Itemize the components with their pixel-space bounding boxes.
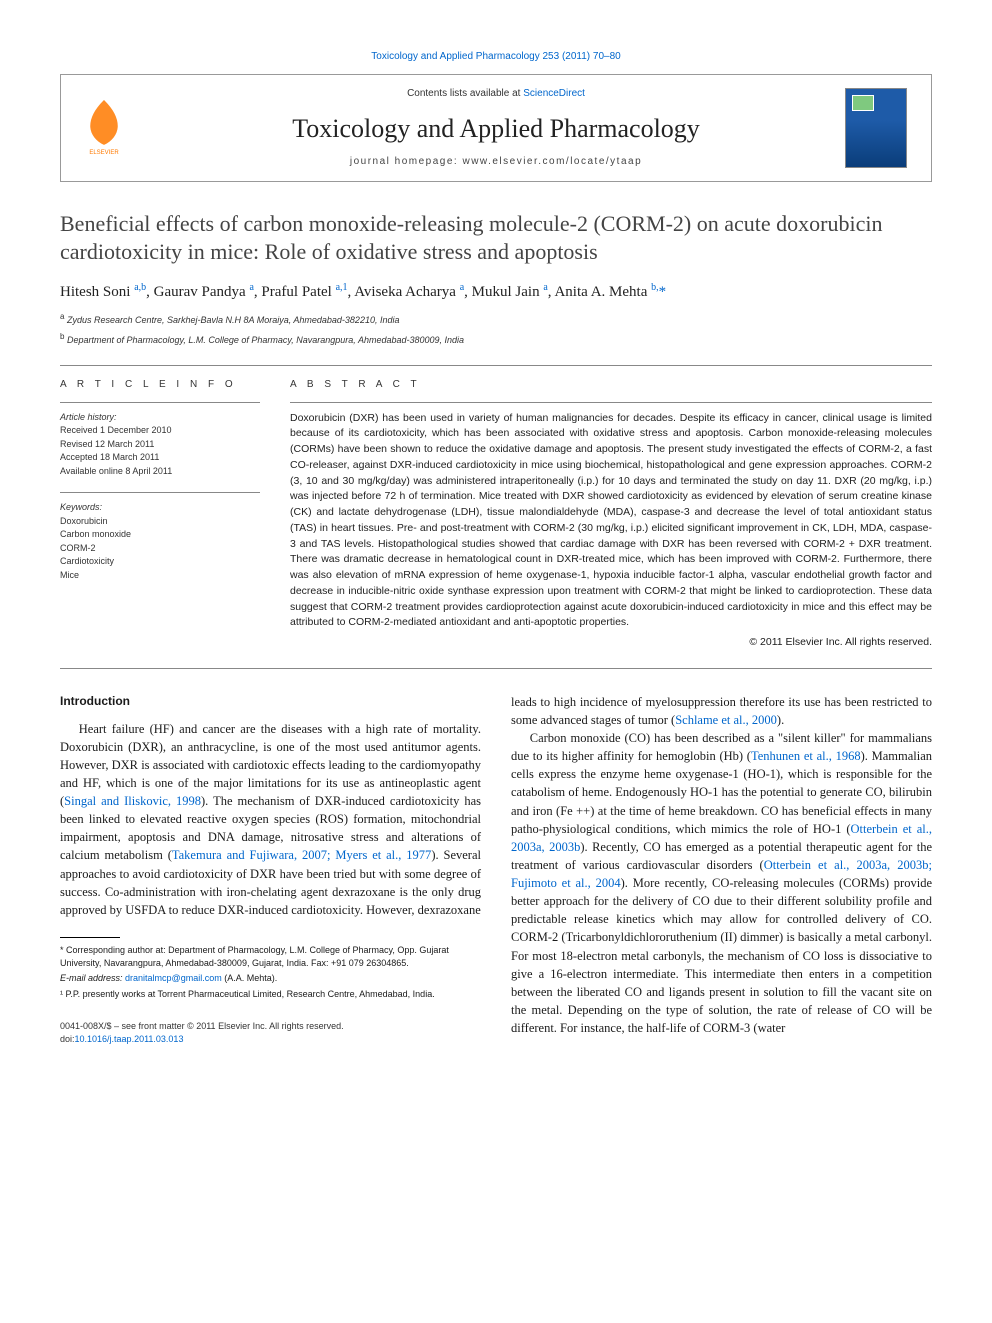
elsevier-logo-icon: ELSEVIER (77, 96, 132, 156)
sciencedirect-link[interactable]: ScienceDirect (523, 88, 585, 99)
divider (60, 365, 932, 366)
divider (60, 668, 932, 669)
corresponding-author-footnote: * Corresponding author at: Department of… (60, 944, 481, 969)
publisher-logo-container: ELSEVIER (77, 96, 147, 161)
affiliation-a: a Zydus Research Centre, Sarkhej-Bavla N… (60, 311, 932, 327)
email-suffix: (A.A. Mehta). (222, 973, 278, 983)
intro-paragraph: Heart failure (HF) and cancer are the di… (60, 720, 481, 919)
email-footnote: E-mail address: dranitalmcp@gmail.com (A… (60, 972, 481, 985)
history-online: Available online 8 April 2011 (60, 465, 260, 479)
contents-line: Contents lists available at ScienceDirec… (147, 87, 845, 101)
history-label: Article history: (60, 411, 260, 425)
history-received: Received 1 December 2010 (60, 424, 260, 438)
doi-label: doi: (60, 1034, 75, 1044)
contents-prefix: Contents lists available at (407, 88, 523, 99)
body-column-right: leads to high incidence of myelosuppress… (511, 693, 932, 1046)
abstract-heading: A B S T R A C T (290, 378, 932, 392)
history-accepted: Accepted 18 March 2011 (60, 451, 260, 465)
affiliations: a Zydus Research Centre, Sarkhej-Bavla N… (60, 311, 932, 346)
intro-paragraph: leads to high incidence of myelosuppress… (511, 693, 932, 729)
abstract-copyright: © 2011 Elsevier Inc. All rights reserved… (290, 635, 932, 650)
footnote-divider (60, 937, 120, 938)
keyword: CORM-2 (60, 542, 260, 556)
journal-title: Toxicology and Applied Pharmacology (147, 111, 845, 147)
keywords-block: Keywords: Doxorubicin Carbon monoxide CO… (60, 501, 260, 582)
journal-cover-icon (845, 88, 907, 168)
cover-thumb-container (845, 88, 915, 168)
keyword: Cardiotoxicity (60, 555, 260, 569)
email-label: E-mail address: (60, 973, 125, 983)
article-info-heading: A R T I C L E I N F O (60, 378, 260, 392)
article-history: Article history: Received 1 December 201… (60, 411, 260, 479)
abstract-text: Doxorubicin (DXR) has been used in varie… (290, 411, 932, 632)
body-column-left: Introduction Heart failure (HF) and canc… (60, 693, 481, 1046)
affiliation-b: b Department of Pharmacology, L.M. Colle… (60, 331, 932, 347)
keyword: Mice (60, 569, 260, 583)
introduction-heading: Introduction (60, 693, 481, 710)
keyword: Doxorubicin (60, 515, 260, 529)
svg-text:ELSEVIER: ELSEVIER (89, 150, 119, 156)
homepage-prefix: journal homepage: (350, 156, 463, 167)
journal-header: ELSEVIER Contents lists available at Sci… (60, 74, 932, 182)
intro-paragraph: Carbon monoxide (CO) has been described … (511, 729, 932, 1037)
authors-list: Hitesh Soni a,b, Gaurav Pandya a, Praful… (60, 281, 932, 303)
author-note-footnote: ¹ P.P. presently works at Torrent Pharma… (60, 988, 481, 1001)
homepage-url[interactable]: www.elsevier.com/locate/ytaap (462, 156, 642, 167)
article-info-sidebar: A R T I C L E I N F O Article history: R… (60, 378, 260, 650)
abstract-column: A B S T R A C T Doxorubicin (DXR) has be… (290, 378, 932, 650)
article-title: Beneficial effects of carbon monoxide-re… (60, 210, 932, 265)
doi-link[interactable]: 10.1016/j.taap.2011.03.013 (75, 1034, 184, 1044)
journal-reference[interactable]: Toxicology and Applied Pharmacology 253 … (60, 50, 932, 64)
page-footer: 0041-008X/$ – see front matter © 2011 El… (60, 1020, 481, 1045)
journal-homepage: journal homepage: www.elsevier.com/locat… (147, 155, 845, 169)
email-link[interactable]: dranitalmcp@gmail.com (125, 973, 222, 983)
keyword: Carbon monoxide (60, 528, 260, 542)
keywords-label: Keywords: (60, 501, 260, 515)
history-revised: Revised 12 March 2011 (60, 438, 260, 452)
footer-copyright: 0041-008X/$ – see front matter © 2011 El… (60, 1020, 481, 1033)
